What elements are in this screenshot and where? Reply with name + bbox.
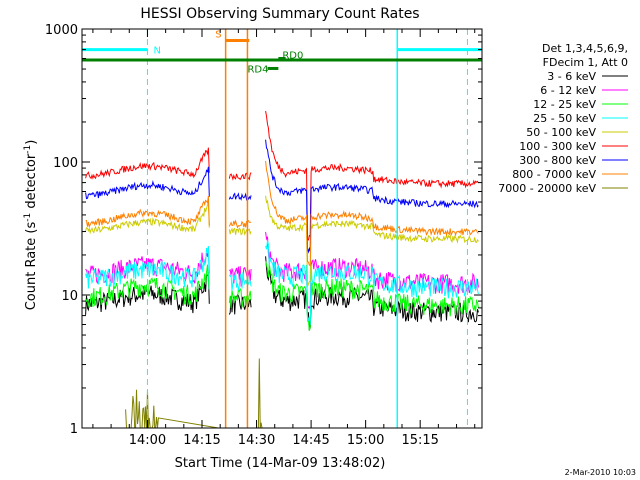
x-axis: 14:00 14:15 14:30 14:45 15:00 15:15 bbox=[92, 29, 476, 448]
series-trace bbox=[265, 231, 479, 310]
y-axis-label-sup2: -1 bbox=[23, 145, 33, 154]
footer-date: 2-Mar-2010 10:03 bbox=[565, 468, 636, 477]
y-axis-label-mid: detector bbox=[24, 153, 39, 213]
legend-label: 7000 - 20000 keV bbox=[498, 182, 596, 195]
flag-label: RD4 bbox=[247, 64, 268, 75]
x-tick-label: 14:30 bbox=[238, 433, 275, 448]
y-axis-label-main: Count Rate (s bbox=[24, 222, 39, 311]
series-trace bbox=[265, 195, 479, 287]
legend-label: 12 - 25 keV bbox=[533, 98, 596, 111]
plot-frame bbox=[81, 28, 483, 429]
series-trace bbox=[265, 260, 479, 331]
series-trace bbox=[265, 110, 479, 241]
series-trace bbox=[85, 246, 210, 290]
x-tick-label: 14:15 bbox=[183, 433, 220, 448]
x-tick-label: 14:00 bbox=[129, 433, 166, 448]
y-tick-label: 1 bbox=[70, 422, 78, 437]
series-trace bbox=[265, 139, 479, 254]
legend: Det 1,3,4,5,6,9, FDecim 1, Att 0 3 - 6 k… bbox=[498, 42, 628, 195]
legend-label: 6 - 12 keV bbox=[540, 84, 596, 97]
x-tick-label: 15:15 bbox=[401, 433, 438, 448]
x-axis-label: Start Time (14-Mar-09 13:48:02) bbox=[175, 456, 386, 471]
y-tick-label: 1000 bbox=[45, 23, 78, 38]
legend-label: 3 - 6 keV bbox=[547, 70, 596, 83]
y-tick-label: 10 bbox=[61, 289, 78, 304]
legend-header-line-1: Det 1,3,4,5,6,9, bbox=[542, 42, 628, 55]
flag-label: N bbox=[153, 46, 160, 57]
y-tick-label: 100 bbox=[53, 156, 78, 171]
y-axis-label: Count Rate (s-1 detector-1) bbox=[23, 140, 39, 311]
legend-label: 50 - 100 keV bbox=[526, 126, 596, 139]
y-axis-label-end: ) bbox=[24, 140, 39, 145]
y-axis: 1 10 100 1000 bbox=[45, 23, 482, 437]
series-trace bbox=[265, 160, 479, 267]
legend-label: 800 - 7000 keV bbox=[512, 168, 596, 181]
x-tick-label: 15:00 bbox=[347, 433, 384, 448]
legend-label: 100 - 300 keV bbox=[519, 140, 596, 153]
chart-title: HESSI Observing Summary Count Rates bbox=[140, 6, 419, 22]
legend-header-line-2: FDecim 1, Att 0 bbox=[543, 56, 628, 69]
flag-label: S bbox=[215, 29, 221, 40]
flag-label: RD0 bbox=[282, 51, 303, 62]
legend-label: 300 - 800 keV bbox=[519, 154, 596, 167]
series-trace bbox=[265, 240, 479, 325]
series-trace bbox=[265, 256, 479, 331]
x-tick-label: 14:45 bbox=[292, 433, 329, 448]
legend-label: 25 - 50 keV bbox=[533, 112, 596, 125]
y-axis-label-sup1: -1 bbox=[23, 213, 33, 222]
series-trace bbox=[85, 166, 210, 200]
